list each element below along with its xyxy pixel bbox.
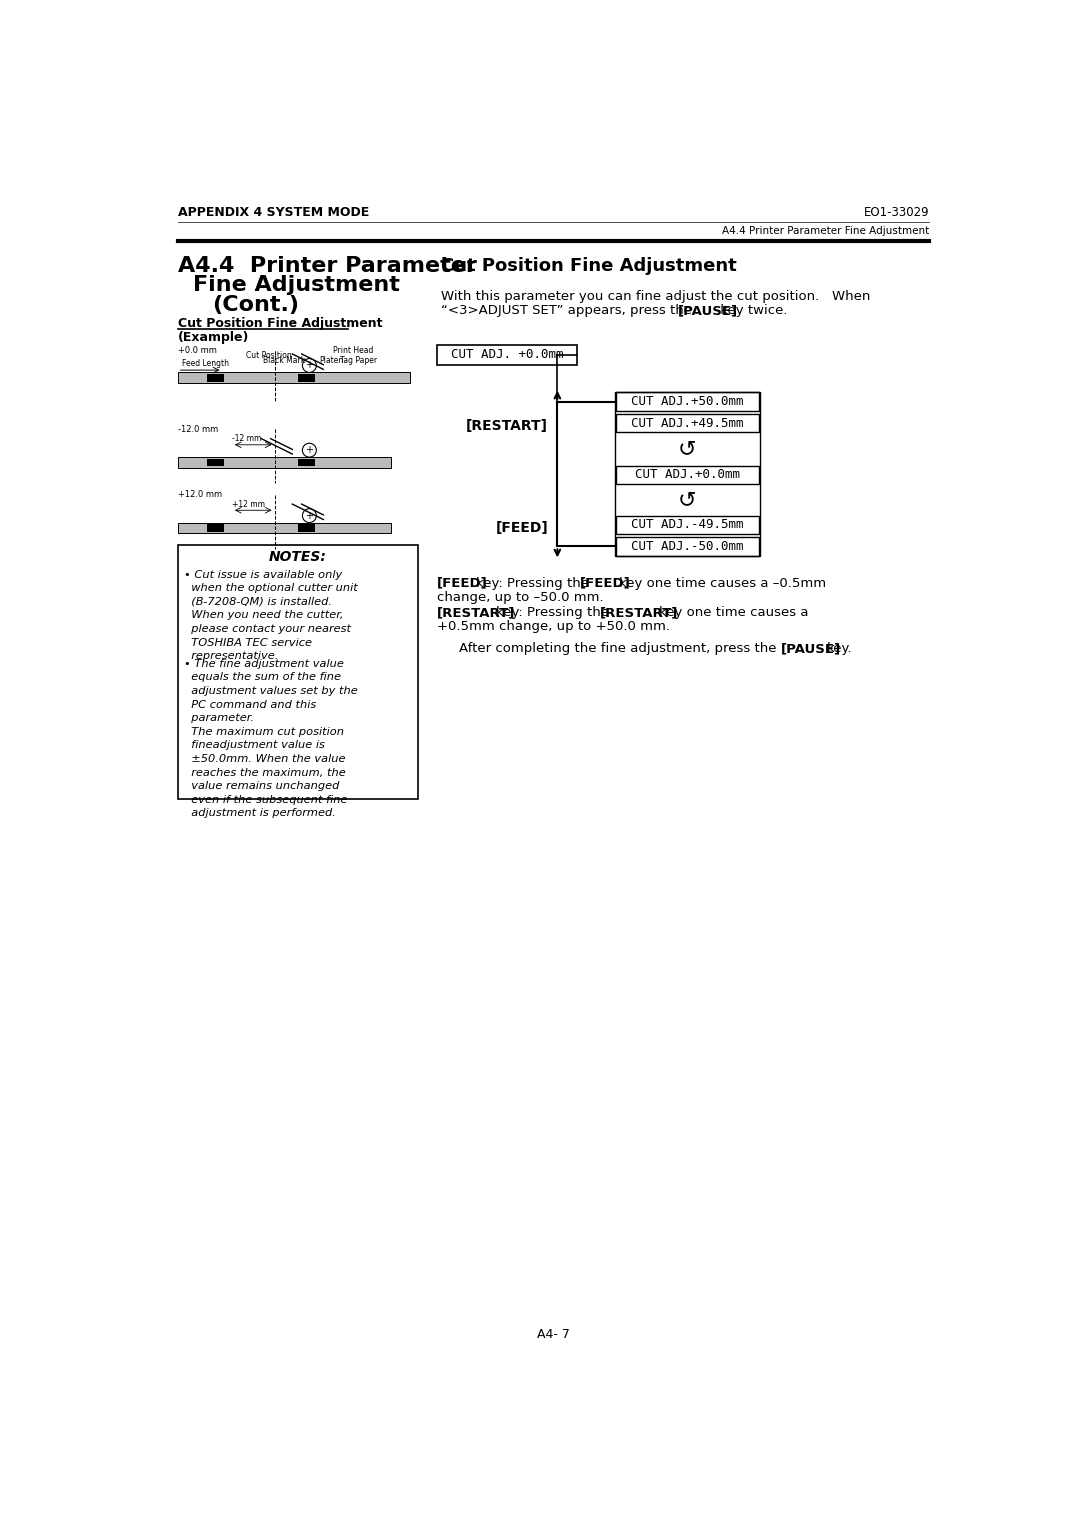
Text: +: + — [306, 511, 313, 520]
Text: change, up to –50.0 mm.: change, up to –50.0 mm. — [437, 590, 604, 604]
Text: [RESTART]: [RESTART] — [437, 605, 515, 619]
Text: key one time causes a: key one time causes a — [659, 605, 809, 619]
Text: key: Pressing the: key: Pressing the — [476, 576, 593, 590]
Bar — [616, 413, 759, 433]
Bar — [177, 523, 391, 534]
Text: -12 mm: -12 mm — [232, 435, 261, 444]
Text: Cut Position Fine Adjustment: Cut Position Fine Adjustment — [441, 258, 737, 274]
Text: [FEED]: [FEED] — [580, 576, 631, 590]
Text: Tag Paper: Tag Paper — [340, 355, 378, 364]
Text: (Cont.): (Cont.) — [213, 294, 299, 314]
Text: [RESTART]: [RESTART] — [600, 605, 678, 619]
Text: Feed Length: Feed Length — [181, 358, 229, 368]
Bar — [437, 345, 577, 364]
Text: CUT ADJ.+49.5mm: CUT ADJ.+49.5mm — [631, 416, 743, 430]
Text: key: Pressing the: key: Pressing the — [496, 605, 613, 619]
Text: CUT ADJ.+50.0mm: CUT ADJ.+50.0mm — [631, 395, 743, 409]
Text: Black Mark: Black Mark — [262, 355, 306, 364]
Text: CUT ADJ.+0.0mm: CUT ADJ.+0.0mm — [635, 468, 740, 482]
Text: CUT ADJ. +0.0mm: CUT ADJ. +0.0mm — [450, 348, 564, 361]
Text: +0.0 mm: +0.0 mm — [177, 346, 216, 355]
Text: ↺: ↺ — [678, 439, 697, 459]
Bar — [177, 544, 418, 799]
Text: key twice.: key twice. — [716, 305, 787, 317]
Text: With this parameter you can fine adjust the cut position.   When: With this parameter you can fine adjust … — [441, 290, 870, 303]
Bar — [298, 374, 314, 381]
Bar — [177, 458, 391, 468]
Text: EO1-33029: EO1-33029 — [864, 206, 930, 218]
Text: A4.4 Printer Parameter Fine Adjustment: A4.4 Printer Parameter Fine Adjustment — [723, 226, 930, 236]
Bar — [177, 372, 410, 383]
Text: Platen: Platen — [320, 355, 343, 364]
Bar — [616, 465, 759, 483]
Text: [PAUSE]: [PAUSE] — [677, 305, 738, 317]
Text: +0.5mm change, up to +50.0 mm.: +0.5mm change, up to +50.0 mm. — [437, 621, 671, 633]
Text: +12 mm: +12 mm — [232, 500, 265, 509]
Text: APPENDIX 4 SYSTEM MODE: APPENDIX 4 SYSTEM MODE — [177, 206, 369, 218]
Text: Fine Adjustment: Fine Adjustment — [193, 276, 400, 296]
Text: [FEED]: [FEED] — [437, 576, 488, 590]
Text: ↺: ↺ — [678, 490, 697, 509]
Text: CUT ADJ.-50.0mm: CUT ADJ.-50.0mm — [631, 540, 743, 554]
Bar — [207, 525, 225, 532]
Text: Print Head: Print Head — [333, 346, 373, 355]
Text: A4.4  Printer Parameter: A4.4 Printer Parameter — [177, 256, 476, 276]
Bar — [207, 374, 225, 381]
Text: [PAUSE]: [PAUSE] — [781, 642, 841, 656]
Text: -12.0 mm: -12.0 mm — [177, 425, 218, 435]
Bar — [207, 459, 225, 467]
Text: Cut Position: Cut Position — [246, 351, 292, 360]
Bar — [616, 537, 759, 555]
Text: key one time causes a –0.5mm: key one time causes a –0.5mm — [619, 576, 826, 590]
Bar — [616, 515, 759, 534]
Text: After completing the fine adjustment, press the: After completing the fine adjustment, pr… — [459, 642, 781, 656]
Text: key.: key. — [826, 642, 852, 656]
Bar — [616, 392, 759, 410]
Text: +: + — [306, 360, 313, 371]
Text: +12.0 mm: +12.0 mm — [177, 491, 221, 499]
Text: NOTES:: NOTES: — [269, 551, 326, 564]
Text: [FEED]: [FEED] — [496, 522, 548, 535]
Bar — [298, 459, 314, 467]
Text: [RESTART]: [RESTART] — [467, 418, 548, 433]
Text: CUT ADJ.-49.5mm: CUT ADJ.-49.5mm — [631, 518, 743, 531]
Text: “<3>ADJUST SET” appears, press the: “<3>ADJUST SET” appears, press the — [441, 305, 697, 317]
Text: A4- 7: A4- 7 — [537, 1328, 570, 1340]
Text: (Example): (Example) — [177, 331, 249, 345]
Text: Cut Position Fine Adjustment: Cut Position Fine Adjustment — [177, 317, 382, 331]
Bar — [298, 525, 314, 532]
Text: • Cut issue is available only
  when the optional cutter unit
  (B-7208-QM) is i: • Cut issue is available only when the o… — [184, 569, 357, 662]
Text: • The fine adjustment value
  equals the sum of the fine
  adjustment values set: • The fine adjustment value equals the s… — [184, 659, 357, 819]
Bar — [615, 392, 759, 555]
Text: +: + — [306, 445, 313, 454]
